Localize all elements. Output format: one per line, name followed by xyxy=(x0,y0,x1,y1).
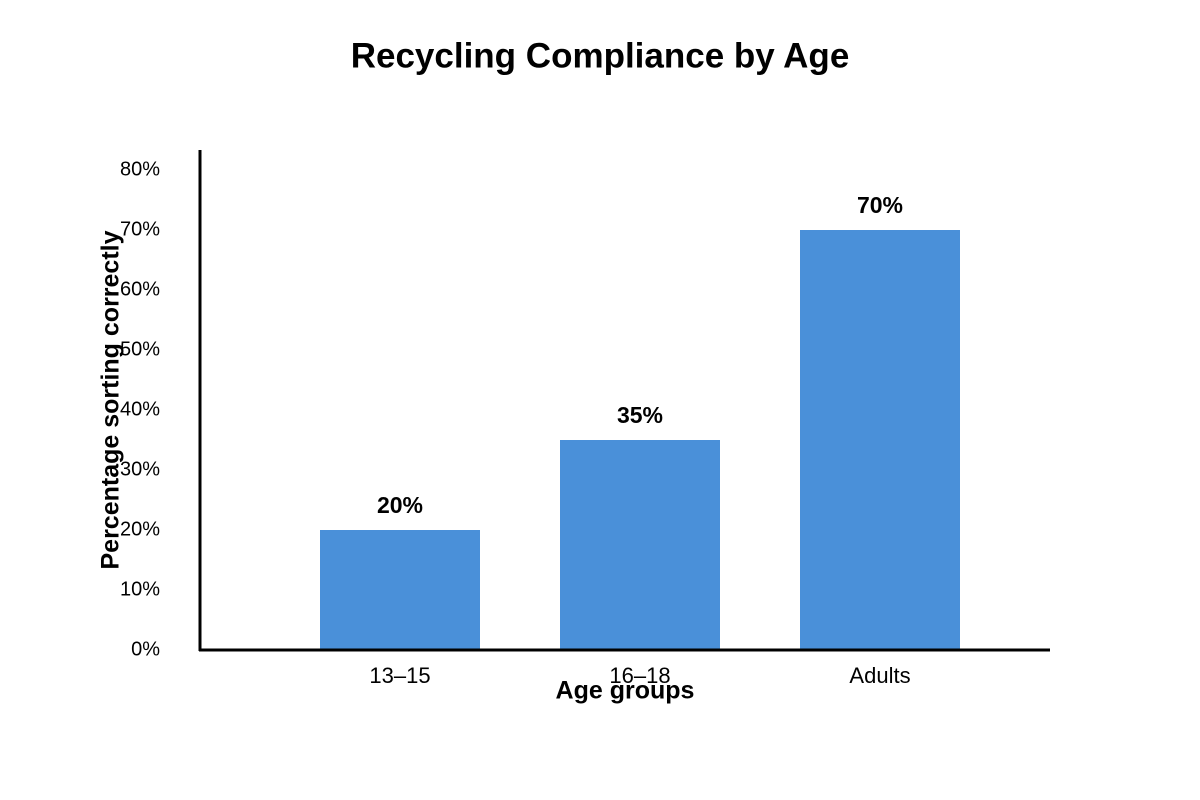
x-tick-label: 13–15 xyxy=(369,663,430,688)
bar xyxy=(800,230,960,650)
y-tick-label: 40% xyxy=(120,398,160,420)
y-tick-label: 20% xyxy=(120,518,160,540)
y-tick-label: 50% xyxy=(120,338,160,360)
data-label: 35% xyxy=(617,402,663,428)
data-label: 20% xyxy=(377,492,423,518)
y-tick-label: 30% xyxy=(120,458,160,480)
y-tick-label: 80% xyxy=(120,158,160,180)
x-tick-label: 16–18 xyxy=(609,663,670,688)
y-tick-label: 70% xyxy=(120,218,160,240)
y-axis-label: Percentage sorting correctly xyxy=(97,230,125,569)
y-tick-label: 0% xyxy=(131,638,160,660)
bar xyxy=(320,530,480,650)
y-tick-label: 10% xyxy=(120,578,160,600)
x-tick-label: Adults xyxy=(849,663,910,688)
chart-title: Recycling Compliance by Age xyxy=(351,36,850,75)
y-tick-label: 60% xyxy=(120,278,160,300)
bar xyxy=(560,440,720,650)
x-axis-label: Age groups xyxy=(556,677,695,705)
data-label: 70% xyxy=(857,192,903,218)
